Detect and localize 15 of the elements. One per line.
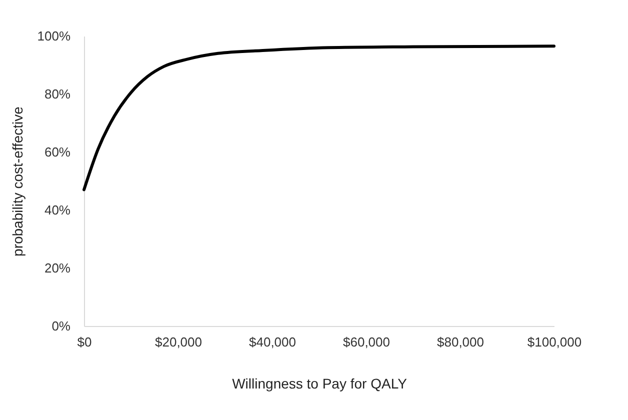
y-tick-label: 60% [44, 144, 71, 160]
y-tick-label: 80% [44, 86, 71, 102]
x-tick-label: $80,000 [437, 334, 484, 350]
x-tick-label: $60,000 [343, 334, 390, 350]
x-axis-title: Willingness to Pay for QALY [232, 376, 408, 392]
y-tick-label: 20% [44, 260, 71, 276]
x-tick-label: $20,000 [155, 334, 202, 350]
y-tick-label: 0% [52, 318, 71, 334]
x-tick-label: $100,000 [527, 334, 582, 350]
y-axis-title: probability cost-effective [9, 106, 26, 256]
y-tick-label: 40% [44, 202, 71, 218]
x-tick-label: $0 [77, 334, 92, 350]
line-series [82, 44, 556, 192]
y-tick-label: 100% [37, 28, 71, 44]
x-tick-label: $40,000 [249, 334, 296, 350]
